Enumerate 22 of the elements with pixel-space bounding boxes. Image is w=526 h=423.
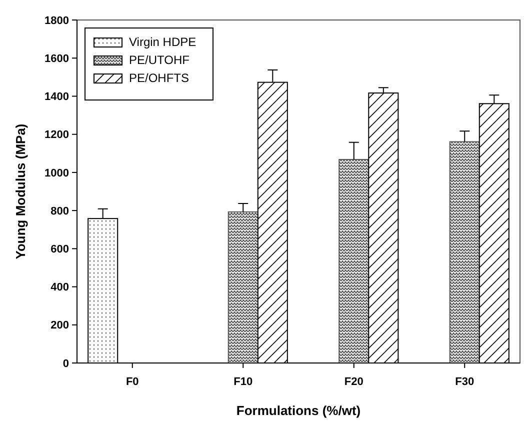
- y-tick-label: 1200: [44, 129, 69, 142]
- y-tick-label: 800: [50, 205, 69, 218]
- legend-label: Virgin HDPE: [129, 35, 196, 49]
- x-axis-title: Formulations (%/wt): [236, 403, 361, 418]
- legend-label: PE/UTOHF: [129, 53, 190, 67]
- legend-label: PE/OHFTS: [129, 71, 190, 85]
- x-tick-label: F10: [234, 376, 253, 388]
- x-tick-label: F30: [455, 376, 474, 388]
- x-tick-label: F0: [126, 376, 139, 388]
- y-tick-label: 1600: [44, 52, 69, 65]
- y-tick-label: 1800: [44, 14, 69, 27]
- y-tick-label: 400: [50, 282, 69, 294]
- y-tick-label: 1400: [44, 91, 69, 104]
- y-axis-title: Young Modulus (MPa): [13, 124, 28, 260]
- x-tick-label: F20: [344, 376, 364, 388]
- y-tick-label: 200: [50, 320, 69, 332]
- y-tick-label: 600: [50, 244, 69, 256]
- bar: [228, 211, 258, 364]
- bar: [338, 158, 370, 364]
- y-tick-label: 0: [62, 358, 69, 370]
- y-tick-label: 1000: [44, 167, 69, 180]
- bar: [449, 141, 480, 364]
